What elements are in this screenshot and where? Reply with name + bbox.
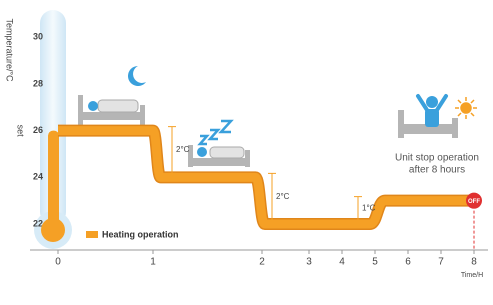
moon-icon — [128, 66, 146, 86]
y-tick-label: 30 — [33, 32, 43, 42]
annotation: 1°C — [362, 203, 376, 212]
note: Unit stop operation — [395, 153, 479, 164]
bed-icon — [78, 95, 145, 125]
annotation: 2°C — [276, 192, 290, 201]
y-tick-label: 28 — [33, 78, 43, 88]
x-tick-label: 4 — [339, 257, 345, 268]
end-marker-label: OFF — [468, 199, 480, 205]
wake-icon — [398, 96, 458, 138]
x-axis-label: Time/H — [461, 272, 483, 279]
x-tick-label: 8 — [471, 257, 477, 268]
annotation-bracket — [168, 127, 176, 174]
x-tick-label: 3 — [306, 257, 312, 268]
page: {"chart_data": {"type": "line", "y_label… — [0, 0, 493, 305]
x-tick-label: 7 — [438, 257, 444, 268]
y-tick-label: 26 — [33, 125, 43, 135]
x-tick-label: 2 — [259, 257, 265, 268]
bed-icon — [188, 145, 250, 167]
x-tick-label: 0 — [55, 257, 61, 268]
legend-swatch — [86, 231, 98, 238]
legend-label: Heating operation — [102, 229, 179, 239]
chart: Temperature/°Cset2224262830012345678Time… — [0, 0, 493, 305]
x-tick-label: 1 — [150, 257, 156, 268]
note: after 8 hours — [409, 165, 465, 176]
x-tick-label: 6 — [405, 257, 411, 268]
thermometer-fill — [48, 131, 59, 230]
y-axis-label: Temperature/°C — [5, 18, 15, 82]
annotation-bracket — [268, 173, 276, 220]
annotation-bracket — [354, 197, 362, 220]
sun-icon — [455, 97, 477, 119]
line-outline — [58, 131, 474, 224]
thermometer-fill-bulb — [41, 218, 65, 242]
set-label: set — [16, 125, 26, 138]
x-tick-label: 5 — [372, 257, 378, 268]
sleep-icon — [200, 121, 231, 144]
annotation: 2°C — [176, 145, 190, 154]
y-tick-label: 24 — [33, 172, 43, 182]
